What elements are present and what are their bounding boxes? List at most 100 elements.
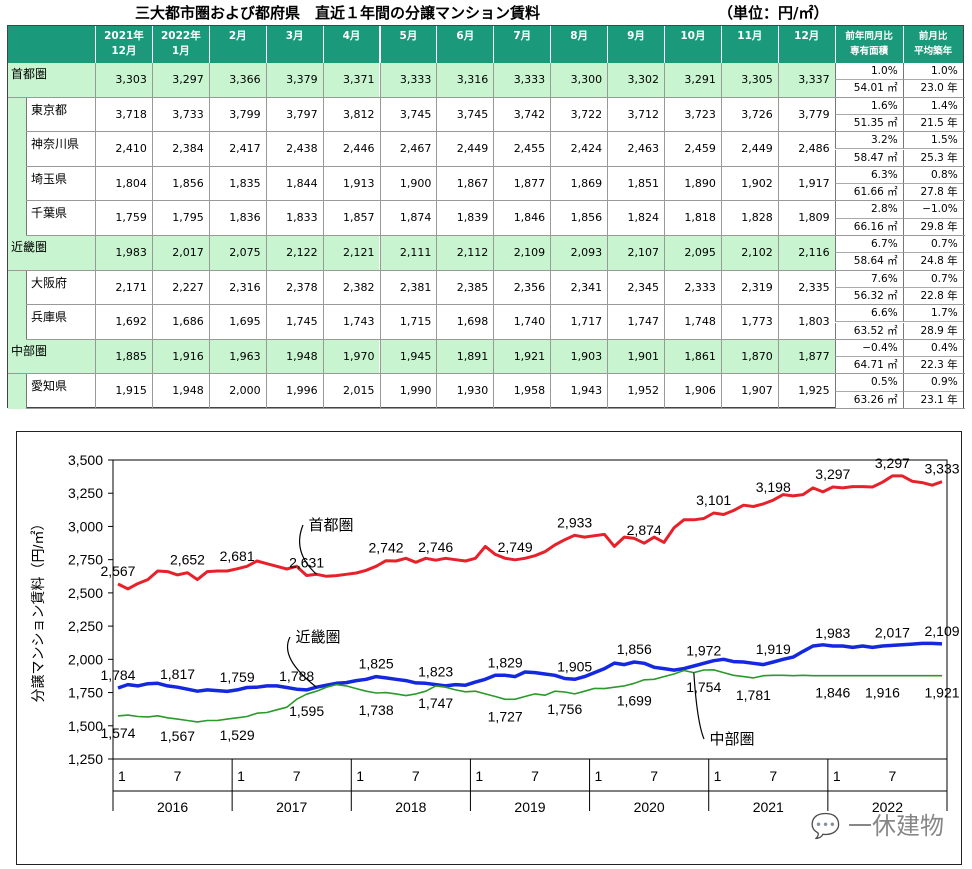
y-tick-label: 1,500	[68, 718, 103, 734]
year-label: 2021	[753, 799, 784, 815]
month-tick-label: 1	[356, 768, 364, 784]
table-cell: 1,824	[607, 201, 664, 236]
table-cell: 1,856	[550, 201, 607, 236]
indent-strip	[8, 201, 26, 236]
table-cell: 3,733	[151, 97, 209, 133]
cell-mom: 0.9%	[902, 374, 963, 392]
table-cell: 1,851	[607, 166, 664, 202]
year-label: 2018	[395, 799, 426, 815]
cell-age: 23.1 年	[902, 391, 963, 409]
table-cell: 2,345	[607, 270, 664, 306]
table-cell: 1,877	[777, 339, 835, 375]
cell-age: 28.9 年	[902, 322, 963, 340]
table-cell: 1,916	[151, 339, 209, 375]
table-cell: 1,818	[664, 201, 721, 236]
row-divider	[26, 304, 965, 306]
row-divider	[8, 269, 965, 271]
table-cell: 1,915	[95, 374, 152, 409]
data-label: 1,972	[686, 642, 721, 658]
header-month: 11月	[737, 30, 763, 42]
data-label: 1,829	[488, 654, 523, 670]
table-cell: 2,459	[664, 132, 721, 167]
header-col: 10月	[664, 26, 721, 63]
table-cell: 1,890	[664, 166, 721, 202]
row-divider	[26, 338, 965, 340]
data-label: 3,101	[696, 492, 731, 508]
header-col: 2022年 1月	[151, 26, 209, 63]
data-label: 1,846	[815, 685, 850, 701]
table-cell: 1,846	[493, 201, 550, 236]
table-cell: 1,945	[379, 339, 437, 375]
table-cell: 3,726	[720, 97, 778, 133]
series-name-label: 首都圏	[308, 517, 353, 534]
table-cell: 1,996	[265, 374, 323, 409]
table-cell: 1,748	[664, 305, 721, 340]
table-cell: 1,803	[777, 305, 835, 340]
row-name-bg	[26, 166, 95, 202]
wechat-icon: 💬	[810, 812, 841, 840]
table-cell: 1,867	[436, 166, 493, 202]
month-tick-label: 1	[118, 768, 126, 784]
y-tick-label: 3,000	[68, 518, 103, 534]
row-name-bg	[26, 374, 95, 409]
year-label: 2016	[157, 799, 188, 815]
month-tick-label: 1	[833, 768, 841, 784]
table-cell: 1,833	[265, 201, 323, 236]
table-cell: 3,779	[777, 97, 835, 133]
data-label: 3,297	[875, 455, 910, 471]
table-cell: 3,297	[151, 63, 209, 98]
cell-age: 22.3 年	[902, 357, 963, 375]
table-cell: 3,316	[436, 63, 494, 98]
data-label: 2,652	[170, 552, 205, 568]
header-col: 4月	[322, 26, 380, 63]
table-cell: 1,715	[379, 305, 437, 340]
table-cell: 2,446	[322, 132, 380, 167]
table-cell: 1,717	[550, 305, 607, 340]
header-col: 2月	[208, 26, 266, 63]
cell-yoy: 3.2%	[834, 132, 903, 150]
cell-mom: 1.4%	[902, 97, 963, 115]
table-cell: 2,095	[664, 236, 721, 271]
cell-area: 61.66 ㎡	[834, 184, 903, 202]
row-name: 東京都	[31, 102, 68, 117]
data-label: 1,817	[160, 666, 195, 682]
month-tick-label: 1	[475, 768, 483, 784]
header-col: 2021年 12月	[95, 26, 152, 63]
table-cell: 1,906	[664, 374, 721, 409]
table-cell: 2,000	[208, 374, 266, 409]
y-tick-label: 2,750	[68, 552, 103, 568]
year-label: 2017	[276, 799, 307, 815]
table-cell: 1,983	[95, 236, 152, 271]
table-cell: 1,828	[720, 201, 778, 236]
cell-area: 54.01 ㎡	[834, 80, 903, 98]
cell-age: 22.8 年	[902, 287, 963, 306]
table-cell: 3,799	[208, 97, 266, 133]
header-month: 2月	[228, 30, 247, 42]
table-cell: 1,795	[151, 201, 209, 236]
row-name: 大阪府	[31, 275, 68, 290]
table-cell: 1,745	[265, 305, 323, 340]
table-cell: 1,952	[607, 374, 664, 409]
table-cell: 3,337	[777, 63, 835, 98]
row-name: 兵庫県	[31, 310, 68, 325]
cell-mom: 0.4%	[902, 339, 963, 358]
table-cell: 3,291	[664, 63, 721, 98]
table-cell: 2,333	[664, 270, 721, 306]
table-cell: 1,857	[322, 201, 380, 236]
table-cell: 2,107	[607, 236, 664, 271]
row-name-bg	[26, 305, 95, 340]
table-cell: 2,455	[493, 132, 550, 167]
table-cell: 1,740	[493, 305, 550, 340]
header-month: 4月	[342, 30, 361, 42]
table-cell: 2,410	[95, 132, 152, 167]
data-label: 1,921	[925, 685, 960, 701]
cell-mom: 0.8%	[902, 166, 963, 185]
table-cell: 1,809	[777, 201, 835, 236]
y-tick-label: 2,250	[68, 618, 103, 634]
header-col: 3月	[265, 26, 323, 63]
table-cell: 2,385	[436, 270, 493, 306]
table-cell: 1,861	[664, 339, 721, 375]
table-cell: 1,773	[720, 305, 778, 340]
data-label: 2,017	[875, 624, 910, 640]
cell-mom: 1.7%	[902, 305, 963, 323]
